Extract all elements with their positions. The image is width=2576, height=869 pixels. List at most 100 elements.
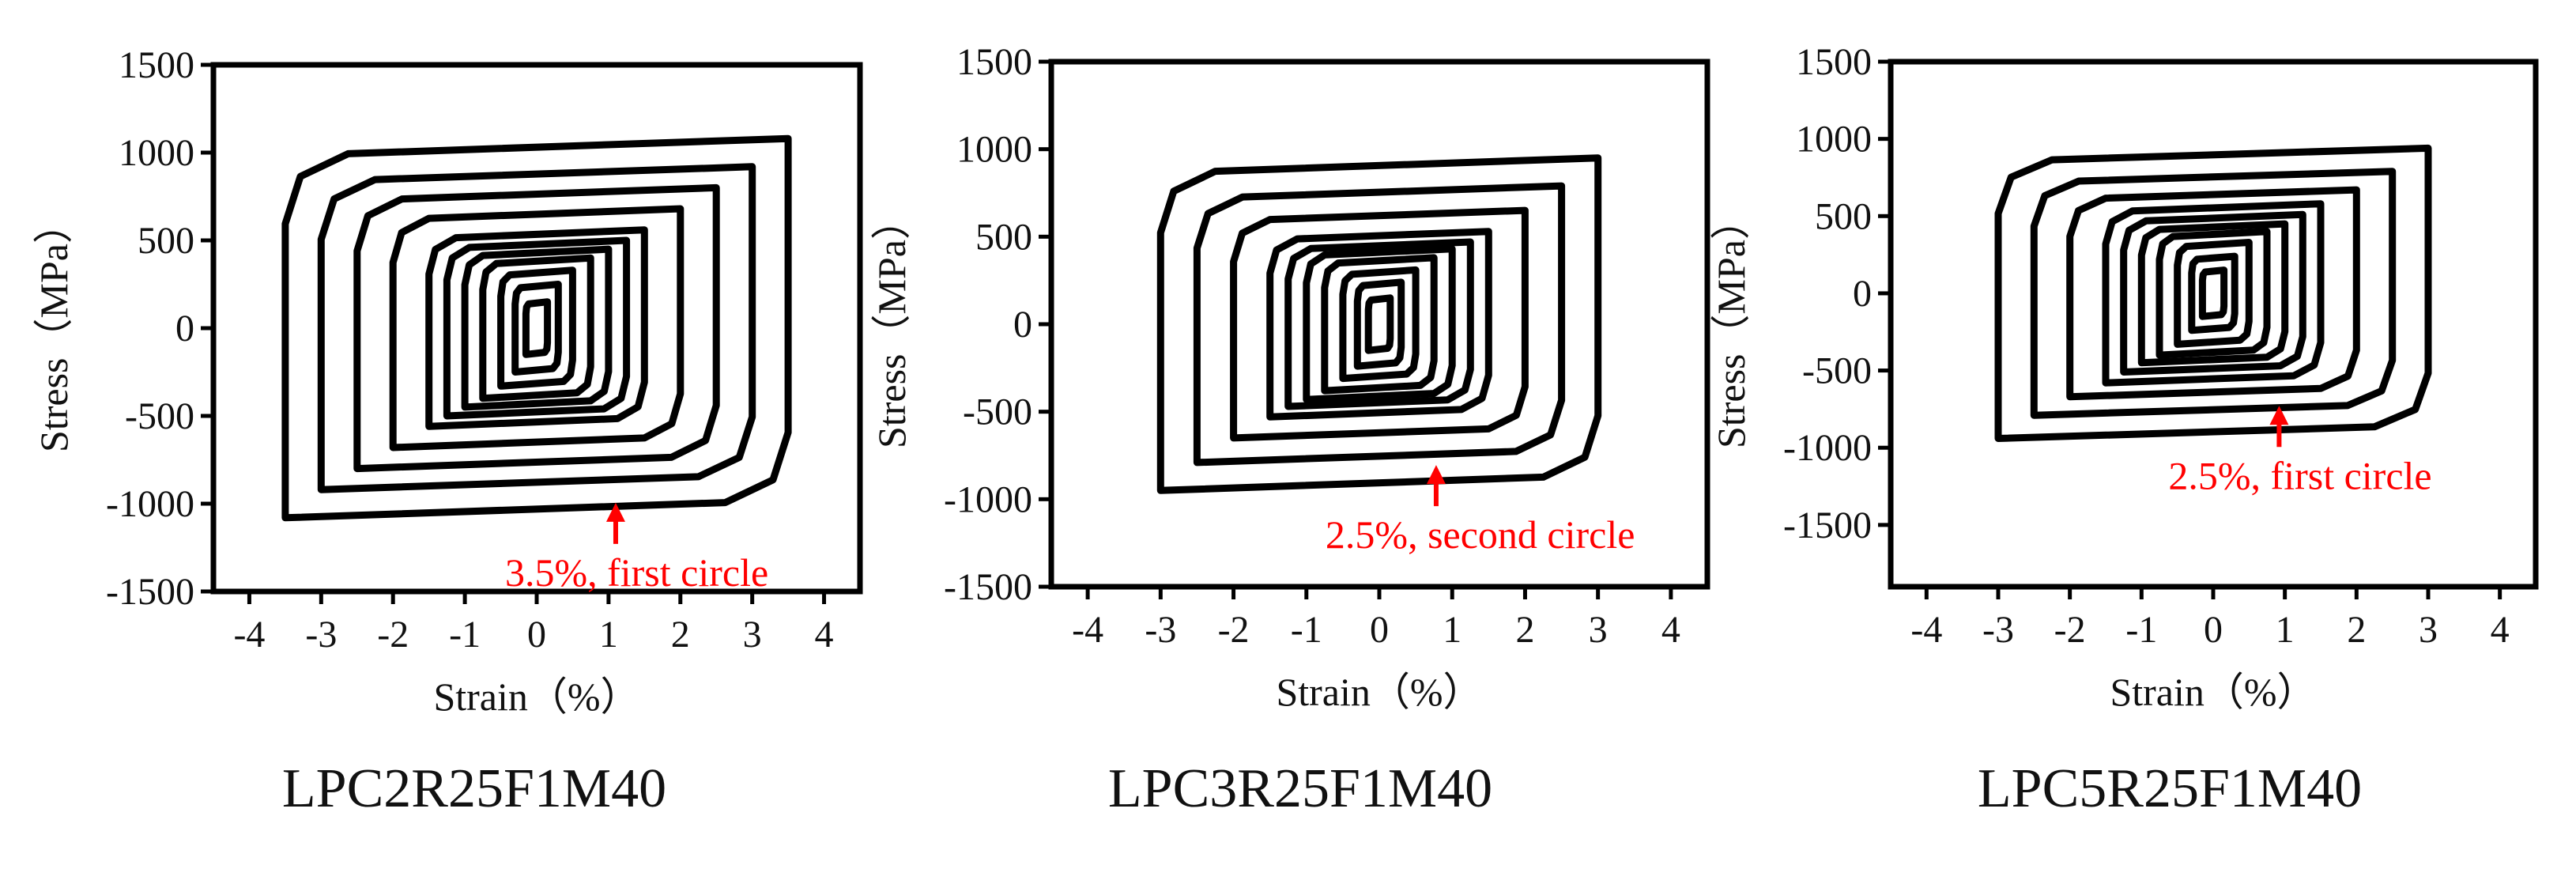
hysteresis-loop-5: [1303, 245, 1456, 403]
x-tick-label: 3: [743, 614, 762, 656]
x-tick-label: 2: [2347, 609, 2366, 651]
annotation-arrow-head: [1426, 465, 1446, 485]
x-tick-label: -4: [1910, 609, 1942, 651]
x-tick-label: 2: [1515, 609, 1534, 651]
hysteresis-loop-3: [2174, 239, 2253, 348]
y-axis-label: Stress（MPa）: [32, 204, 76, 452]
chart-panel-3: -4 -3 -2 -1 0 1 2 3 4 1500 1000 500 0 -500 -1000 -1500 S…: [1709, 41, 2539, 819]
hysteresis-loop-2: [2188, 252, 2238, 334]
hysteresis-loop-4: [2155, 228, 2271, 359]
x-tick-label: -2: [377, 614, 409, 656]
hysteresis-loop-6: [443, 236, 631, 420]
y-tick-label: 1500: [119, 44, 194, 86]
hysteresis-loop-8: [1230, 206, 1529, 442]
hysteresis-loop-3: [1339, 266, 1420, 383]
annotation-arrow-head: [2269, 406, 2289, 425]
x-tick-label: 2: [671, 614, 690, 656]
y-tick-label: 0: [1013, 304, 1032, 346]
panel-title: LPC3R25F1M40: [1108, 758, 1492, 819]
x-tick-label: 4: [1661, 609, 1680, 651]
hysteresis-loop-6: [1284, 238, 1474, 410]
hysteresis-loop-10: [317, 163, 756, 493]
hysteresis-loop-1: [522, 298, 552, 358]
y-tick-label: -1000: [106, 483, 194, 525]
y-tick-label: -1500: [106, 571, 194, 613]
hysteresis-loop-8: [2066, 186, 2360, 401]
x-tick-label: 0: [1370, 609, 1389, 651]
x-tick-label: -1: [449, 614, 481, 656]
y-tick-label: -500: [963, 391, 1032, 433]
annotation-text: 3.5%, first circle: [505, 550, 768, 595]
hysteresis-loop-1: [2198, 266, 2228, 320]
x-axis-label: Strain（%）: [2110, 670, 2316, 714]
y-tick-label: 500: [1815, 195, 1872, 237]
x-tick-label: -3: [1982, 609, 2014, 651]
x-tick-label: 1: [599, 614, 618, 656]
annotation-text: 2.5%, second circle: [1326, 512, 1635, 557]
y-tick-label: 500: [975, 216, 1032, 258]
panel-title: LPC2R25F1M40: [282, 758, 666, 819]
plot-frame: [1048, 59, 1710, 590]
hysteresis-loop-7: [2102, 200, 2325, 387]
hysteresis-loop-7: [1266, 228, 1492, 421]
hysteresis-loop-9: [1193, 182, 1566, 467]
y-tick-label: -500: [1802, 350, 1872, 392]
x-tick-label: 0: [527, 614, 546, 656]
x-tick-label: -3: [1145, 609, 1176, 651]
x-tick-label: 0: [2204, 609, 2223, 651]
hysteresis-loop-4: [1321, 254, 1438, 395]
y-tick-label: -1000: [1783, 427, 1872, 469]
x-tick-label: 3: [2419, 609, 2438, 651]
hysteresis-loop-2: [1353, 278, 1405, 370]
hysteresis-loop-9: [2030, 168, 2397, 419]
hysteresis-loop-5: [461, 245, 613, 411]
hysteresis-loop-1: [1364, 294, 1394, 354]
y-tick-label: -1500: [1783, 504, 1872, 546]
x-tick-label: -4: [233, 614, 265, 656]
hysteresis-loop-2: [511, 281, 562, 376]
y-tick-label: 1500: [1796, 41, 1872, 83]
x-axis-label: Strain（%）: [1276, 670, 1482, 714]
y-tick-label: 1000: [956, 129, 1032, 171]
y-axis-label: Stress（MPa）: [1709, 200, 1753, 448]
x-tick-label: -2: [1218, 609, 1250, 651]
x-tick-label: -1: [1291, 609, 1322, 651]
x-tick-label: 1: [2276, 609, 2295, 651]
annotation-arrow-head: [605, 502, 625, 522]
chart-panel-1: -4 -3 -2 -1 0 1 2 3 4 1500 1000 500 0 -500 -1000 -1500 S…: [32, 44, 863, 819]
x-tick-label: -1: [2125, 609, 2157, 651]
x-tick-label: 4: [2491, 609, 2510, 651]
y-tick-label: 1000: [1796, 119, 1872, 161]
x-tick-label: -2: [2054, 609, 2086, 651]
hysteresis-loop-10: [1994, 144, 2432, 442]
x-axis-label: Strain（%）: [433, 674, 639, 719]
hysteresis-loop-3: [497, 266, 576, 390]
hysteresis-loop-8: [389, 205, 685, 452]
hysteresis-loop-10: [1156, 154, 1602, 494]
x-tick-label: 1: [1443, 609, 1461, 651]
annotation-text: 2.5%, first circle: [2168, 453, 2431, 497]
plot-frame: [1888, 59, 2539, 590]
x-tick-label: -4: [1072, 609, 1103, 651]
y-tick-label: 0: [1853, 273, 1872, 315]
y-tick-label: 500: [138, 220, 194, 262]
hysteresis-loop-6: [2120, 210, 2306, 376]
hysteresis-loop-7: [425, 226, 648, 430]
x-tick-label: -3: [305, 614, 337, 656]
y-tick-label: -500: [125, 395, 194, 437]
hysteresis-loop-11: [281, 134, 792, 522]
hysteresis-loop-5: [2137, 220, 2289, 367]
y-tick-label: -1000: [944, 478, 1032, 520]
chart-panel-2: -4 -3 -2 -1 0 1 2 3 4 1500 1000 500 0 -500 -1000 -1500 S…: [869, 41, 1710, 819]
y-tick-label: 0: [175, 308, 194, 349]
y-tick-label: -1500: [944, 566, 1032, 608]
x-tick-label: 3: [1589, 609, 1608, 651]
x-tick-label: 4: [815, 614, 834, 656]
hysteresis-loop-9: [353, 183, 720, 473]
y-axis-label: Stress（MPa）: [869, 200, 914, 448]
panel-title: LPC5R25F1M40: [1978, 758, 2362, 819]
y-tick-label: 1500: [956, 41, 1032, 83]
y-tick-label: 1000: [119, 132, 194, 174]
hysteresis-loop-4: [479, 254, 594, 402]
